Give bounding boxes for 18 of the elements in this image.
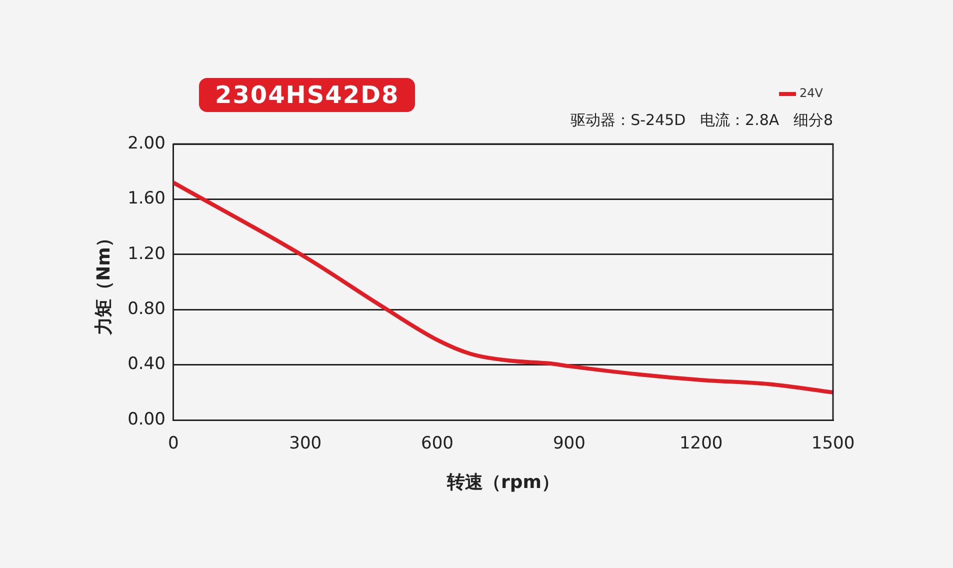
x-tick-label: 1200 xyxy=(679,434,723,454)
line-series xyxy=(173,180,833,394)
x-tick-label: 600 xyxy=(421,434,454,454)
y-tick-label: 0.00 xyxy=(128,409,166,430)
y-tick-label: 1.20 xyxy=(128,244,166,264)
x-tick-label: 1500 xyxy=(811,434,855,454)
y-tick-label: 0.80 xyxy=(128,299,166,320)
x-axis-title: 转速（rpm） xyxy=(446,472,560,493)
chart-title: 2304HS42D8 xyxy=(199,78,416,112)
x-tick-label: 300 xyxy=(289,434,322,454)
legend-label: 24V xyxy=(800,86,824,100)
y-tick-label: 1.60 xyxy=(128,188,166,209)
x-tick-label: 900 xyxy=(552,434,586,454)
x-tick-label: 0 xyxy=(168,434,179,454)
chart-subtitle: 驱动器：S-245D 电流：2.8A 细分8 xyxy=(570,110,833,129)
y-tick-label: 2.00 xyxy=(128,133,166,154)
y-axis-title: 力矩（Nm） xyxy=(93,229,114,336)
y-tick-label: 0.40 xyxy=(128,354,166,374)
